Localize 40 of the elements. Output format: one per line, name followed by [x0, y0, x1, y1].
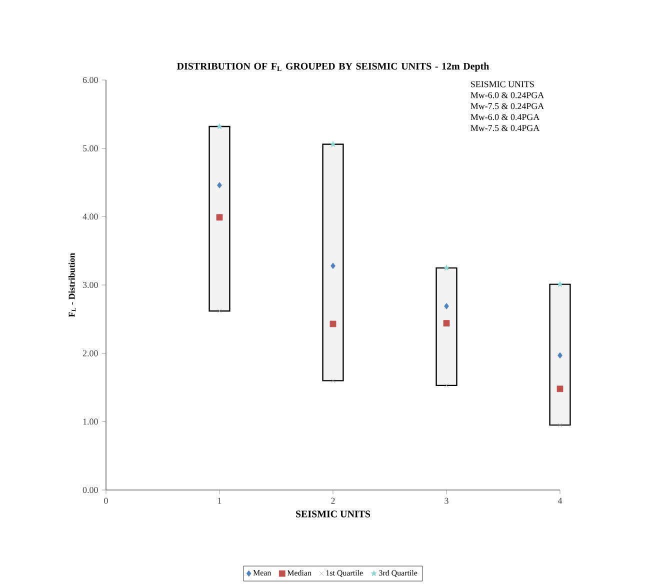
- bar: [549, 284, 571, 426]
- point: [217, 182, 222, 188]
- point: [217, 308, 222, 314]
- point: [556, 281, 564, 287]
- annotation: Mw-7.5 & 0.24PGA: [470, 103, 544, 110]
- bar: [322, 144, 344, 382]
- chart-title: DISTRIBUTION OF F$_{L}$ GROUPED BY SEISMIC UNITS - 12m Depth: [176, 62, 490, 72]
- point: [330, 141, 336, 147]
- annotation: Mw-7.5 & 0.4PGA: [470, 125, 540, 132]
- y-tick-label: 6.00: [82, 76, 98, 84]
- annotation: Mw-6.0 & 0.24PGA: [470, 92, 544, 98]
- y-axis-title: F$_{L}$ - Distribution: [68, 253, 76, 317]
- x-tick-label: 4: [558, 498, 562, 504]
- bar: [208, 126, 230, 312]
- y-tick-label: 2.00: [82, 350, 98, 356]
- annotation: Mw-6.0 & 0.4PGA: [470, 114, 540, 120]
- x-tick-label: 0: [104, 498, 108, 504]
- point: [216, 214, 223, 221]
- x-axis-title: SEISMIC UNITS: [296, 510, 370, 518]
- y-tick-label: 0.00: [82, 486, 98, 494]
- point: [444, 302, 449, 310]
- point: [443, 264, 450, 271]
- x-tick-label: 1: [218, 498, 222, 504]
- x-tick-label: 2: [331, 498, 335, 504]
- point: [330, 262, 336, 270]
- y-tick-label: 4.00: [82, 214, 98, 220]
- point: [558, 352, 562, 359]
- point: [330, 320, 336, 328]
- point: [558, 422, 562, 428]
- bar: [436, 267, 458, 386]
- y-tick-label: 3.00: [82, 282, 98, 288]
- point: [444, 383, 449, 388]
- point: [556, 386, 564, 392]
- x-tick-label: 3: [444, 498, 448, 504]
- y-tick-label: 1.00: [83, 418, 98, 425]
- point: [216, 123, 223, 130]
- point: [330, 378, 336, 383]
- point: [443, 320, 450, 326]
- y-tick-label: 5.00: [83, 145, 98, 152]
- annotation: SEISMIC UNITS: [470, 81, 534, 88]
